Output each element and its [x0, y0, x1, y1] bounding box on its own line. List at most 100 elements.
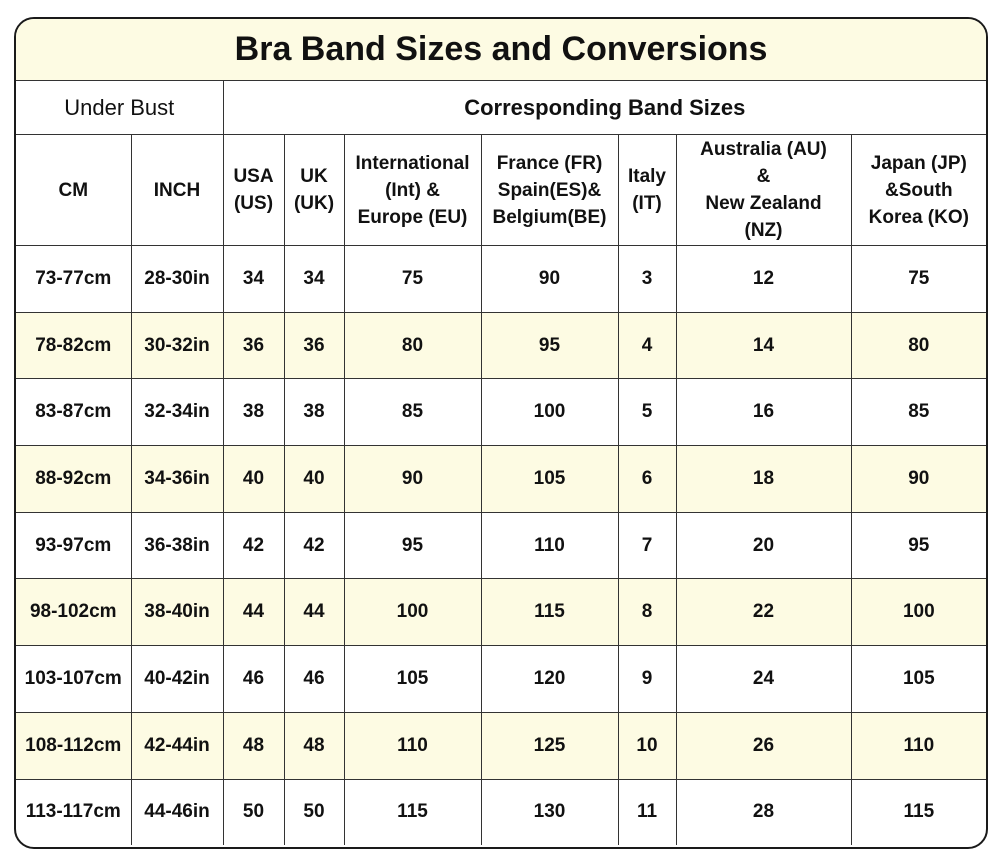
cell: 75	[343, 245, 482, 313]
group-header: Under Bust	[16, 80, 224, 135]
cell: 115	[343, 778, 482, 846]
cell: 4	[617, 311, 677, 380]
cell: 100	[480, 378, 619, 447]
cell: 24	[675, 645, 852, 713]
cell: 44-46in	[130, 778, 224, 846]
cell: 28	[675, 778, 852, 846]
cell: 30-32in	[130, 311, 224, 380]
cell: 26	[675, 711, 852, 780]
cell: 20	[675, 511, 852, 580]
cell: 73-77cm	[16, 245, 132, 313]
cell: 50	[283, 778, 345, 846]
cell: 14	[675, 311, 852, 380]
cell: 50	[222, 778, 285, 846]
cell: 7	[617, 511, 677, 580]
cell: 125	[480, 711, 619, 780]
cell: 40	[283, 445, 345, 513]
data-row: 88-92cm 34-36in 40 40 90 105 6 18 90	[16, 445, 986, 513]
cell: 95	[480, 311, 619, 380]
cell: 85	[343, 378, 482, 447]
cell: 103-107cm	[16, 645, 132, 713]
cell: 48	[283, 711, 345, 780]
cell: 78-82cm	[16, 311, 132, 380]
cell: 105	[850, 645, 986, 713]
data-row: 93-97cm 36-38in 42 42 95 110 7 20 95	[16, 511, 986, 580]
cell: 3	[617, 245, 677, 313]
cell: 95	[850, 511, 986, 580]
cell: 42-44in	[130, 711, 224, 780]
column-header: France (FR) Spain(ES)& Belgium(BE)	[480, 134, 619, 246]
cell: 36	[222, 311, 285, 380]
data-row: 83-87cm 32-34in 38 38 85 100 5 16 85	[16, 378, 986, 447]
column-header: INCH	[130, 134, 224, 246]
cell: 36	[283, 311, 345, 380]
data-row: 73-77cm 28-30in 34 34 75 90 3 12 75	[16, 245, 986, 313]
cell: 11	[617, 778, 677, 846]
column-header: CM	[16, 134, 132, 246]
cell: 12	[675, 245, 852, 313]
cell: 80	[850, 311, 986, 380]
size-table: Bra Band Sizes and Conversions Under Bus…	[16, 19, 986, 846]
cell: 83-87cm	[16, 378, 132, 447]
cell: 110	[480, 511, 619, 580]
group-header-row: Under Bust Corresponding Band Sizes	[16, 80, 986, 135]
table-frame: Bra Band Sizes and Conversions Under Bus…	[14, 17, 988, 849]
cell: 88-92cm	[16, 445, 132, 513]
cell: 80	[343, 311, 482, 380]
cell: 100	[343, 578, 482, 647]
column-header: Australia (AU) & New Zealand (NZ)	[675, 134, 852, 246]
group-header: Corresponding Band Sizes	[222, 80, 986, 135]
cell: 34	[283, 245, 345, 313]
data-row: 78-82cm 30-32in 36 36 80 95 4 14 80	[16, 311, 986, 380]
cell: 90	[480, 245, 619, 313]
cell: 40	[222, 445, 285, 513]
cell: 38	[283, 378, 345, 447]
cell: 75	[850, 245, 986, 313]
cell: 46	[283, 645, 345, 713]
data-row: 108-112cm 42-44in 48 48 110 125 10 26 110	[16, 711, 986, 780]
column-header: UK (UK)	[283, 134, 345, 246]
cell: 85	[850, 378, 986, 447]
cell: 34	[222, 245, 285, 313]
cell: 90	[343, 445, 482, 513]
cell: 6	[617, 445, 677, 513]
cell: 8	[617, 578, 677, 647]
cell: 38-40in	[130, 578, 224, 647]
column-header: International (Int) & Europe (EU)	[343, 134, 482, 246]
cell: 44	[283, 578, 345, 647]
cell: 98-102cm	[16, 578, 132, 647]
cell: 42	[283, 511, 345, 580]
cell: 115	[850, 778, 986, 846]
cell: 5	[617, 378, 677, 447]
cell: 36-38in	[130, 511, 224, 580]
cell: 130	[480, 778, 619, 846]
cell: 95	[343, 511, 482, 580]
cell: 44	[222, 578, 285, 647]
cell: 46	[222, 645, 285, 713]
cell: 120	[480, 645, 619, 713]
cell: 105	[480, 445, 619, 513]
cell: 18	[675, 445, 852, 513]
cell: 110	[850, 711, 986, 780]
column-header: Japan (JP) &South Korea (KO)	[850, 134, 986, 246]
column-header: USA (US)	[222, 134, 285, 246]
cell: 28-30in	[130, 245, 224, 313]
cell: 115	[480, 578, 619, 647]
cell: 93-97cm	[16, 511, 132, 580]
cell: 34-36in	[130, 445, 224, 513]
cell: 48	[222, 711, 285, 780]
cell: 40-42in	[130, 645, 224, 713]
cell: 16	[675, 378, 852, 447]
data-row: 103-107cm 40-42in 46 46 105 120 9 24 105	[16, 645, 986, 713]
column-header-row: CM INCH USA (US) UK (UK) International (Int)…	[16, 134, 986, 246]
data-row: 98-102cm 38-40in 44 44 100 115 8 22 100	[16, 578, 986, 647]
table-body: Bra Band Sizes and Conversions Under Bus…	[16, 19, 986, 846]
cell: 22	[675, 578, 852, 647]
title: Bra Band Sizes and Conversions	[16, 19, 986, 81]
cell: 38	[222, 378, 285, 447]
cell: 110	[343, 711, 482, 780]
cell: 113-117cm	[16, 778, 132, 846]
cell: 105	[343, 645, 482, 713]
cell: 42	[222, 511, 285, 580]
